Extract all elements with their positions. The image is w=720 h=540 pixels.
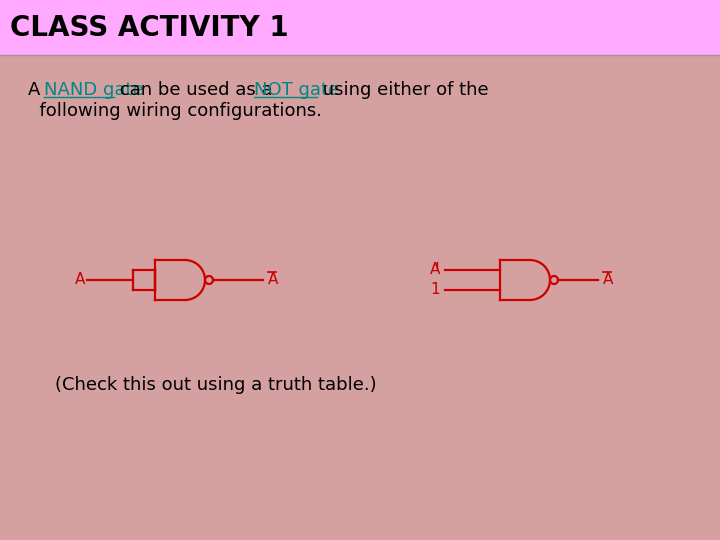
Text: can be used as a: can be used as a <box>114 81 278 99</box>
Text: A: A <box>430 262 440 278</box>
Text: A: A <box>28 81 46 99</box>
Text: 1: 1 <box>431 282 440 298</box>
Bar <box>0 0 720 55</box>
Text: A: A <box>268 273 279 287</box>
Text: using either of the: using either of the <box>317 81 488 99</box>
Text: A: A <box>603 273 613 287</box>
Text: A: A <box>75 273 86 287</box>
Text: NAND gate: NAND gate <box>44 81 143 99</box>
Text: NOT gate: NOT gate <box>254 81 339 99</box>
Text: following wiring configurations.: following wiring configurations. <box>28 103 322 120</box>
Text: CLASS ACTIVITY 1: CLASS ACTIVITY 1 <box>10 14 289 42</box>
Text: (Check this out using a truth table.): (Check this out using a truth table.) <box>55 376 377 394</box>
